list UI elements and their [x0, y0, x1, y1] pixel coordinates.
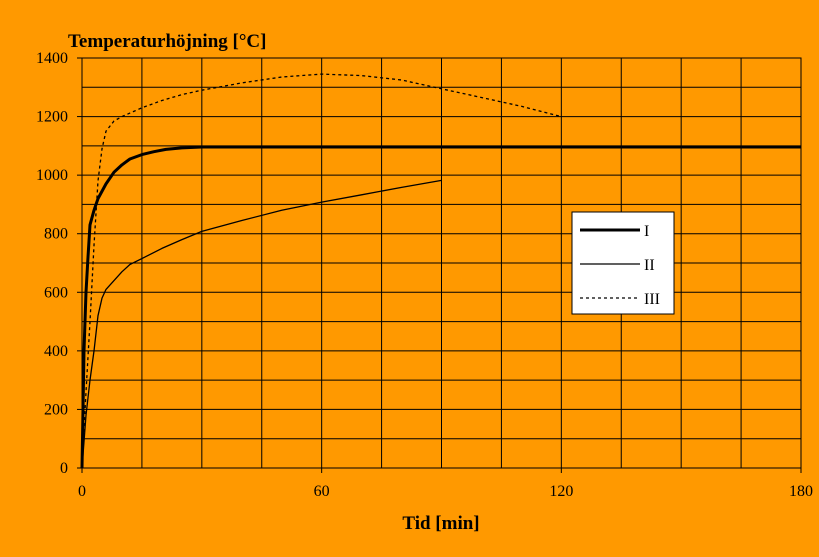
y-tick-label: 1200	[36, 109, 68, 126]
legend-label: II	[644, 257, 655, 274]
series-line-III	[81, 73, 562, 469]
x-axis-title: Tid [min]	[402, 513, 479, 534]
y-tick-label: 200	[44, 401, 68, 418]
legend-label: III	[644, 291, 660, 308]
y-tick-labels: 0 200 400 600 800 1000 1200 1400	[36, 50, 82, 477]
y-tick-label: 400	[44, 343, 68, 360]
y-tick-label: 1400	[36, 50, 68, 67]
y-tick-label: 800	[44, 226, 68, 243]
x-tick-label: 120	[549, 483, 573, 500]
x-tick-label: 180	[789, 483, 813, 500]
x-tick-label: 0	[78, 483, 86, 500]
y-tick-label: 1000	[36, 167, 68, 184]
x-tick-labels: 0 60 120 180	[78, 468, 813, 500]
series-line-I	[80, 145, 801, 469]
y-tick-label: 0	[60, 460, 68, 477]
legend-label: I	[644, 223, 649, 240]
series-lines	[80, 73, 801, 469]
y-tick-label: 600	[44, 284, 68, 301]
series-line-II	[81, 179, 442, 469]
x-tick-label: 60	[314, 483, 330, 500]
y-axis-title: Temperaturhöjning [°C]	[68, 31, 266, 52]
